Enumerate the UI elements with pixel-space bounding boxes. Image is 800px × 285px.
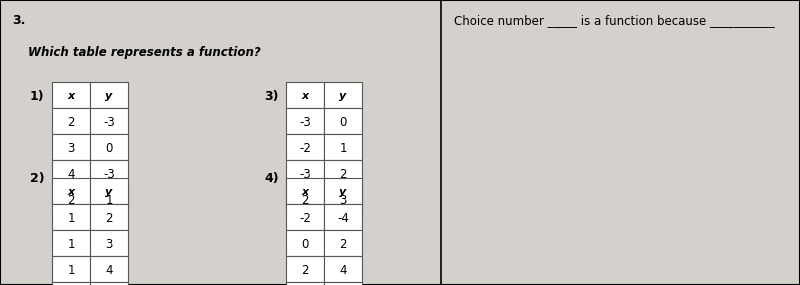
Text: 4: 4 bbox=[106, 264, 113, 276]
Text: 4): 4) bbox=[264, 172, 278, 185]
Bar bbox=[324, 160, 362, 186]
Bar bbox=[52, 160, 90, 186]
Text: 3.: 3. bbox=[12, 14, 26, 27]
Text: -3: -3 bbox=[299, 115, 311, 129]
Text: 1: 1 bbox=[106, 194, 113, 207]
Bar bbox=[90, 282, 128, 285]
Bar bbox=[52, 256, 90, 282]
Text: 0: 0 bbox=[106, 141, 113, 154]
Text: 1: 1 bbox=[67, 264, 74, 276]
Bar bbox=[90, 134, 128, 160]
Text: -4: -4 bbox=[337, 211, 349, 225]
Bar bbox=[324, 256, 362, 282]
Bar bbox=[52, 134, 90, 160]
Text: 3: 3 bbox=[106, 237, 113, 251]
Text: 2: 2 bbox=[67, 194, 74, 207]
Text: -3: -3 bbox=[103, 115, 115, 129]
Bar bbox=[324, 108, 362, 134]
Text: 2: 2 bbox=[302, 264, 309, 276]
Bar bbox=[90, 204, 128, 230]
Text: y: y bbox=[339, 187, 346, 197]
Bar bbox=[324, 134, 362, 160]
Text: x: x bbox=[67, 91, 74, 101]
Text: 2: 2 bbox=[339, 168, 346, 180]
Bar bbox=[286, 186, 324, 212]
Text: 2: 2 bbox=[302, 194, 309, 207]
Text: -2: -2 bbox=[299, 211, 311, 225]
Bar bbox=[286, 204, 324, 230]
Bar bbox=[52, 186, 90, 212]
Bar bbox=[52, 108, 90, 134]
Text: 1): 1) bbox=[30, 90, 45, 103]
Bar bbox=[90, 160, 128, 186]
Bar bbox=[90, 82, 128, 108]
Bar bbox=[52, 178, 90, 204]
Bar bbox=[286, 178, 324, 204]
Bar bbox=[324, 204, 362, 230]
Text: y: y bbox=[339, 91, 346, 101]
Text: x: x bbox=[302, 187, 309, 197]
Text: y: y bbox=[106, 187, 113, 197]
Bar bbox=[286, 160, 324, 186]
Bar bbox=[324, 178, 362, 204]
Bar bbox=[286, 108, 324, 134]
Text: 1: 1 bbox=[339, 141, 346, 154]
Bar bbox=[52, 282, 90, 285]
Bar bbox=[52, 230, 90, 256]
Text: x: x bbox=[302, 91, 309, 101]
Text: 2): 2) bbox=[30, 172, 45, 185]
Bar bbox=[90, 230, 128, 256]
Bar bbox=[90, 108, 128, 134]
Text: 0: 0 bbox=[302, 237, 309, 251]
Bar bbox=[324, 282, 362, 285]
Text: y: y bbox=[106, 91, 113, 101]
Bar bbox=[90, 178, 128, 204]
Bar bbox=[52, 204, 90, 230]
Bar bbox=[324, 230, 362, 256]
Text: 4: 4 bbox=[339, 264, 346, 276]
Bar bbox=[286, 256, 324, 282]
Bar bbox=[286, 82, 324, 108]
Bar bbox=[286, 230, 324, 256]
Bar bbox=[90, 186, 128, 212]
Text: 0: 0 bbox=[339, 115, 346, 129]
Text: 2: 2 bbox=[67, 115, 74, 129]
Text: -3: -3 bbox=[103, 168, 115, 180]
Text: Which table represents a function?: Which table represents a function? bbox=[28, 46, 261, 59]
Text: 4: 4 bbox=[67, 168, 74, 180]
Text: 1: 1 bbox=[67, 237, 74, 251]
Text: -3: -3 bbox=[299, 168, 311, 180]
Text: 2: 2 bbox=[106, 211, 113, 225]
Text: x: x bbox=[67, 187, 74, 197]
Text: 2: 2 bbox=[339, 237, 346, 251]
Text: 3: 3 bbox=[339, 194, 346, 207]
Bar bbox=[324, 82, 362, 108]
Text: -2: -2 bbox=[299, 141, 311, 154]
Bar bbox=[52, 82, 90, 108]
Bar bbox=[286, 282, 324, 285]
Bar bbox=[286, 134, 324, 160]
Bar bbox=[90, 256, 128, 282]
Text: 3): 3) bbox=[264, 90, 278, 103]
Bar bbox=[324, 186, 362, 212]
Text: Choice number _____ is a function because ___________: Choice number _____ is a function becaus… bbox=[454, 14, 774, 27]
Text: 1: 1 bbox=[67, 211, 74, 225]
Text: 3: 3 bbox=[67, 141, 74, 154]
